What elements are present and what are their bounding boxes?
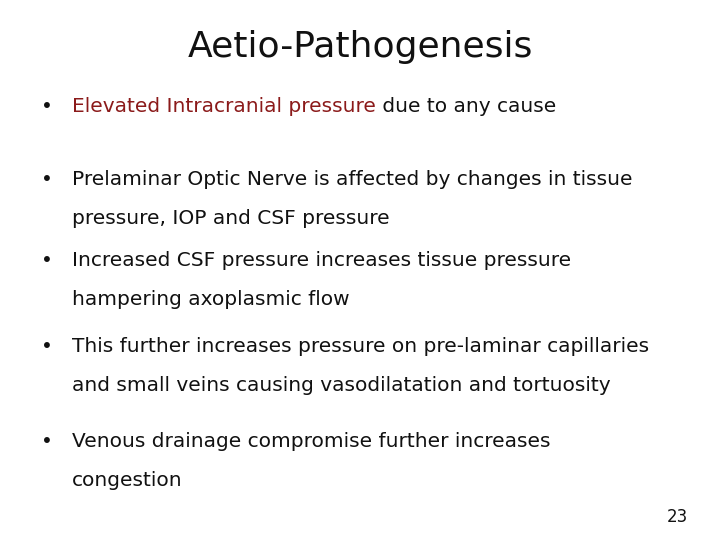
Text: Prelaminar Optic Nerve is affected by changes in tissue: Prelaminar Optic Nerve is affected by ch… — [72, 170, 632, 189]
Text: Elevated Intracranial pressure: Elevated Intracranial pressure — [72, 97, 376, 116]
Text: This further increases pressure on pre-laminar capillaries: This further increases pressure on pre-l… — [72, 338, 649, 356]
Text: due to any cause: due to any cause — [376, 97, 556, 116]
Text: Aetio-Pathogenesis: Aetio-Pathogenesis — [187, 30, 533, 64]
Text: •: • — [41, 432, 53, 451]
Text: Venous drainage compromise further increases: Venous drainage compromise further incre… — [72, 432, 551, 451]
Text: •: • — [41, 338, 53, 356]
Text: •: • — [41, 251, 53, 270]
Text: •: • — [41, 97, 53, 116]
Text: hampering axoplasmic flow: hampering axoplasmic flow — [72, 290, 350, 309]
Text: Increased CSF pressure increases tissue pressure: Increased CSF pressure increases tissue … — [72, 251, 571, 270]
Text: congestion: congestion — [72, 471, 183, 490]
Text: and small veins causing vasodilatation and tortuosity: and small veins causing vasodilatation a… — [72, 376, 611, 395]
Text: •: • — [41, 170, 53, 189]
Text: pressure, IOP and CSF pressure: pressure, IOP and CSF pressure — [72, 209, 390, 228]
Text: 23: 23 — [666, 509, 688, 526]
